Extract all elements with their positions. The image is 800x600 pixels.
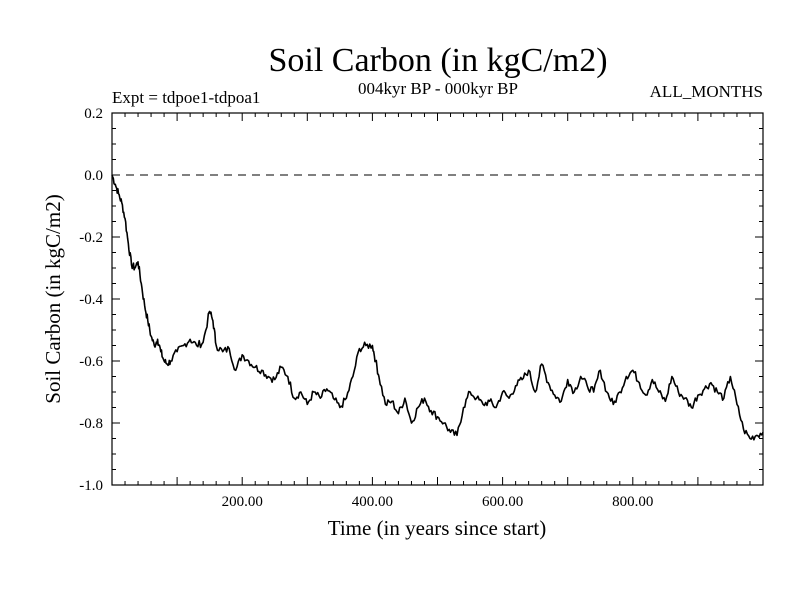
y-tick-label: -1.0 — [79, 478, 103, 494]
y-tick-label: 0.0 — [84, 168, 103, 184]
y-tick-label: -0.8 — [79, 416, 103, 432]
series-line-tdpoe1-tdpoa1 — [111, 174, 764, 441]
y-axis-title: Soil Carbon (in kgC/m2) — [41, 194, 65, 403]
y-tick-label: -0.2 — [79, 230, 103, 246]
y-tick-label: -0.6 — [79, 354, 103, 370]
months-label: ALL_MONTHS — [650, 82, 763, 101]
x-tick-label: 800.00 — [612, 494, 653, 510]
axis-tick-labels: 200.00 400.00 600.00 800.00 0.2 0.0 -0.2 -0.4 -0… — [79, 106, 653, 510]
experiment-label: Expt = tdpoe1-tdpoa1 — [112, 88, 260, 107]
chart-subtitle: 004kyr BP - 000kyr BP — [358, 79, 518, 98]
x-axis-title: Time (in years since start) — [328, 516, 547, 540]
x-tick-label: 400.00 — [352, 494, 393, 510]
y-tick-label: -0.4 — [79, 292, 103, 308]
chart-title: Soil Carbon (in kgC/m2) — [268, 42, 607, 79]
y-tick-label: 0.2 — [84, 106, 103, 122]
plot-frame — [111, 112, 764, 486]
x-tick-label: 600.00 — [482, 494, 523, 510]
x-tick-label: 200.00 — [222, 494, 263, 510]
axis-ticks — [112, 113, 763, 485]
